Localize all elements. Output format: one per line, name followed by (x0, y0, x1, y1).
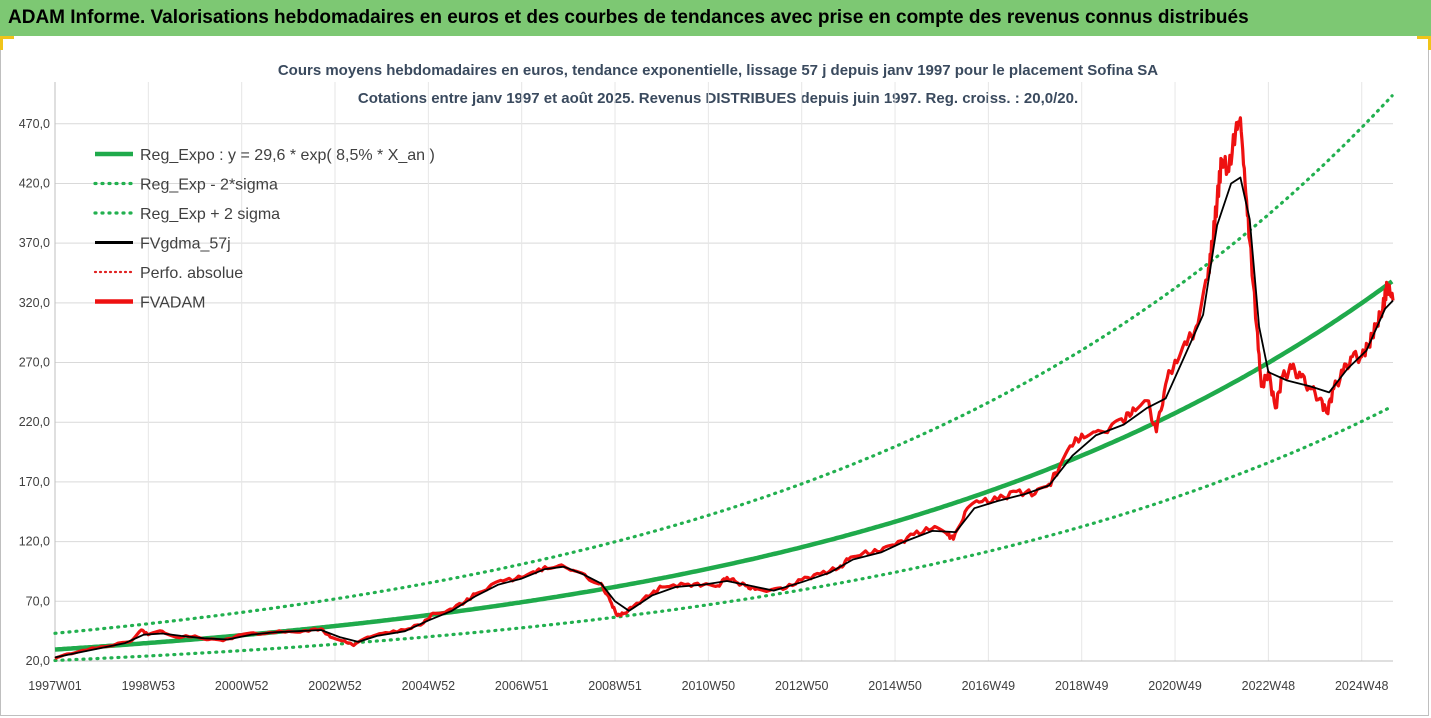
frame-corner-top-left (0, 36, 14, 39)
trend-minus-2sigma-line (53, 404, 1394, 663)
series-lines (53, 94, 1395, 663)
report-title: ADAM Informe. Valorisations hebdomadaire… (8, 7, 1249, 28)
chart-frame (0, 36, 1429, 716)
trend-plus-2sigma-line (53, 94, 1394, 635)
x-tick-label: 1998W53 (122, 679, 176, 693)
x-tick-label: 2024W48 (1335, 679, 1389, 693)
legend-label: FVgdma_57j (140, 236, 231, 253)
x-tick-label: 2002W52 (308, 679, 362, 693)
y-tick-label: 470,0 (19, 117, 50, 131)
x-tick-label: 2004W52 (402, 679, 456, 693)
x-tick-label: 2000W52 (215, 679, 269, 693)
x-tick-label: 2008W51 (588, 679, 642, 693)
y-tick-label: 70,0 (26, 594, 50, 608)
legend-label: Reg_Expo : y = 29,6 * exp( 8,5% * X_an ) (140, 147, 435, 164)
x-tick-label: 2012W50 (775, 679, 829, 693)
y-tick-label: 370,0 (19, 236, 50, 250)
frame-corner-top-left-v (0, 36, 3, 50)
y-tick-label: 420,0 (19, 176, 50, 190)
x-tick-label: 2018W49 (1055, 679, 1109, 693)
x-tick-label: 2006W51 (495, 679, 549, 693)
y-tick-label: 170,0 (19, 475, 50, 489)
x-tick-label: 2014W50 (868, 679, 922, 693)
report-banner: ADAM Informe. Valorisations hebdomadaire… (0, 0, 1431, 36)
legend-label: Reg_Exp + 2 sigma (140, 206, 280, 223)
legend-label: Perfo. absolue (140, 265, 243, 282)
legend-label: Reg_Exp - 2*sigma (140, 177, 278, 194)
y-tick-label: 320,0 (19, 296, 50, 310)
chart-title: Cours moyens hebdomadaires en euros, ten… (278, 62, 1158, 79)
legend-label: FVADAM (140, 295, 205, 312)
grid-lines (54, 82, 1393, 662)
x-tick-label: 2016W49 (962, 679, 1016, 693)
y-tick-label: 20,0 (26, 654, 50, 668)
x-tick-label: 2020W49 (1148, 679, 1202, 693)
frame-corner-top-right-v (1428, 36, 1431, 50)
frame-corner-top-right (1417, 36, 1431, 39)
x-tick-label: 2022W48 (1242, 679, 1296, 693)
chart-subtitle: Cotations entre janv 1997 et août 2025. … (358, 90, 1078, 107)
axes: 20,0 70,0 120,0 170,0 220,0 270,0 320,0 370,0 42… (19, 82, 1393, 693)
y-tick-label: 220,0 (19, 415, 50, 429)
y-tick-label: 270,0 (19, 356, 50, 370)
valuation-chart: Cours moyens hebdomadaires en euros, ten… (19, 62, 1395, 693)
legend: Reg_Expo : y = 29,6 * exp( 8,5% * X_an )… (93, 147, 435, 312)
x-tick-label: 2010W50 (682, 679, 736, 693)
x-tick-label: 1997W01 (28, 679, 82, 693)
fvadam-line (54, 116, 1395, 661)
fvgdma-57j-line (54, 176, 1394, 659)
y-tick-label: 120,0 (19, 535, 50, 549)
